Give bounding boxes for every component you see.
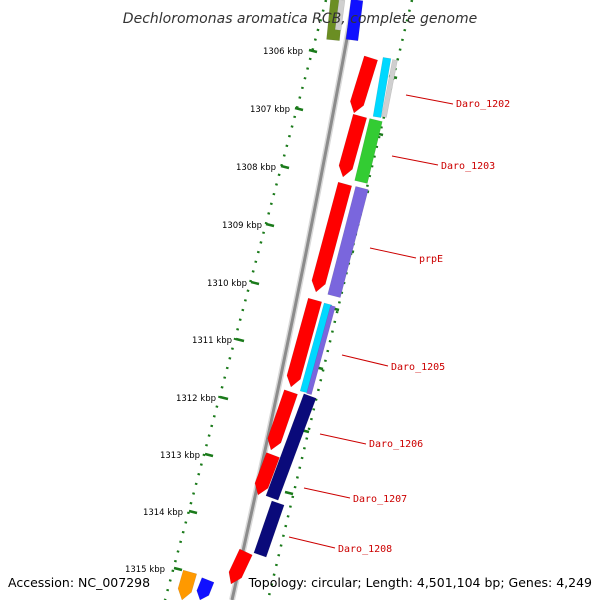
scale-tick-label: 1308 kbp [236, 163, 276, 173]
cog-box-gray [381, 59, 398, 118]
gene-label[interactable]: Daro_1206 [369, 439, 423, 450]
gene-label-leader [288, 536, 336, 549]
scale-tick-mark [219, 395, 229, 401]
scale-tick-mark [204, 452, 214, 458]
scale-tick-mark [250, 280, 260, 286]
scale-tick-label: 1309 kbp [222, 221, 262, 231]
gene-label[interactable]: prpE [419, 254, 443, 265]
gene-track-group [177, 0, 398, 600]
scale-tick-label: 1310 kbp [207, 279, 247, 289]
scale-tick-label: 1312 kbp [176, 394, 216, 404]
forward-gene-arrow [350, 55, 379, 114]
gene-label-leader [319, 433, 367, 445]
scale-tick-mark [173, 566, 183, 572]
cog-box-green [354, 118, 383, 184]
scale-tick-mark [265, 222, 275, 228]
scale-tick-mark [308, 48, 318, 54]
cog-box-navy-2 [253, 500, 285, 558]
forward-gene-arrow [311, 181, 353, 293]
scale-tick-mark [235, 337, 245, 343]
cog-box-purple [327, 186, 369, 298]
inner-scale-dots [163, 0, 328, 600]
gene-label[interactable]: Daro_1205 [391, 362, 445, 373]
outer-scale-tick [284, 490, 294, 496]
gene-label[interactable]: Daro_1203 [441, 161, 495, 172]
cog-box-navy [265, 393, 317, 501]
scale-tick-mark [188, 509, 198, 515]
bottom-gene-orange [177, 569, 198, 600]
backbone-outer-line [229, 0, 357, 600]
forward-gene-arrow [338, 113, 368, 178]
map-title: Dechloromonas aromatica RCB, complete ge… [123, 11, 477, 27]
cog-box-cyan [372, 57, 392, 118]
gene-label-leader [303, 487, 351, 499]
scale-tick-label: 1307 kbp [250, 105, 290, 115]
scale-tick-label: 1311 kbp [192, 336, 232, 346]
gene-label[interactable]: Daro_1208 [338, 544, 392, 555]
backbone-line [230, 0, 356, 600]
gene-label-leader [405, 94, 454, 105]
backbone-group [229, 0, 357, 600]
top-gene-blue [345, 0, 364, 42]
forward-gene-arrow [267, 389, 298, 451]
bottom-gene-blue [196, 577, 215, 600]
scale-tick-label: 1313 kbp [160, 451, 200, 461]
gene-label-leader [369, 247, 417, 259]
gene-label[interactable]: Daro_1202 [456, 99, 510, 110]
scale-tick-label: 1315 kbp [125, 565, 165, 575]
topology-info-text: Topology: circular; Length: 4,501,104 bp… [248, 575, 592, 590]
cog-box-purple-2 [306, 305, 336, 395]
forward-gene-arrow [254, 452, 280, 496]
scale-tick-label: 1306 kbp [263, 47, 303, 57]
forward-gene-arrow [286, 297, 323, 388]
gene-label-leader [341, 354, 389, 367]
scale-tick-mark [280, 164, 290, 170]
scale-tick-label: 1314 kbp [143, 508, 183, 518]
gene-label-leader [391, 155, 439, 166]
top-gene-gray [334, 0, 346, 31]
label-group: Daro_1202 Daro_1203 prpE Daro_1205 Daro_1206… [288, 94, 510, 555]
forward-gene-arrow [228, 548, 253, 585]
scale-tick-mark [294, 106, 304, 112]
gene-label[interactable]: Daro_1207 [353, 494, 407, 505]
accession-text: Accession: NC_007298 [8, 575, 150, 590]
